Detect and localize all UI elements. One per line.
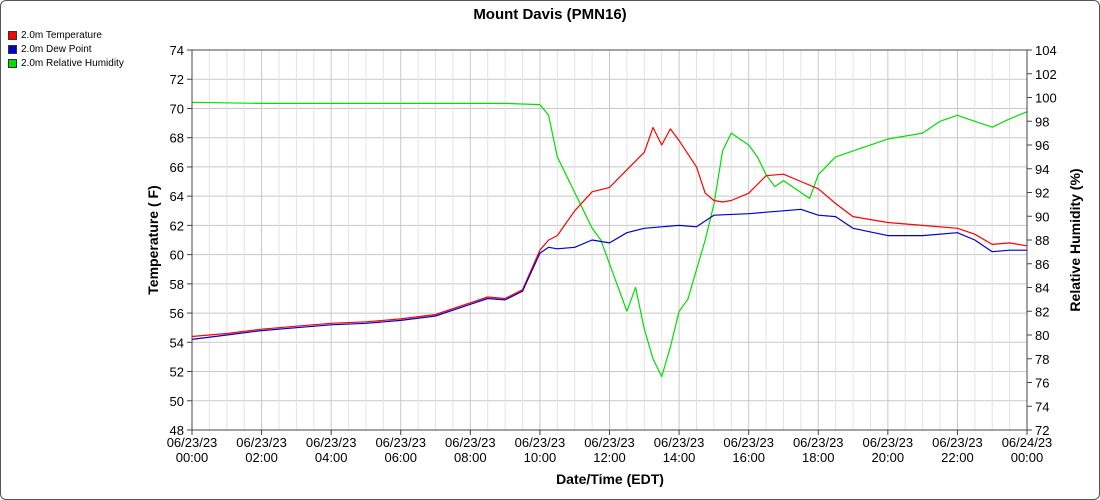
y-tick-label: 54: [170, 335, 184, 350]
x-tick-label: 06/23/23 12:00: [584, 435, 635, 465]
y-tick-label: 62: [170, 218, 184, 233]
y-tick-label: 56: [170, 306, 184, 321]
y2-tick-label: 86: [1035, 257, 1049, 272]
y2-tick-label: 78: [1035, 352, 1049, 367]
y2-tick-label: 98: [1035, 114, 1049, 129]
y2-tick-label: 72: [1035, 423, 1049, 438]
x-tick-label: 06/23/23 10:00: [515, 435, 566, 465]
y2-tick-label: 76: [1035, 376, 1049, 391]
y-tick-label: 50: [170, 394, 184, 409]
left-axis-ticks: 48 50 52 54 56 58 60 62 64 66 68 70 72 74: [170, 43, 192, 438]
legend-label-dew-point: 2.0m Dew Point: [21, 43, 92, 55]
right-axis-title: Relative Humidity (%): [1067, 168, 1083, 311]
y2-tick-label: 104: [1035, 43, 1057, 58]
x-axis-ticks: 06/23/23 00:00 06/23/23 02:00 06/23/23 04:00 0…: [167, 430, 1053, 465]
x-tick-label: 06/23/23 18:00: [793, 435, 844, 465]
legend-swatch-relative-humidity: [8, 58, 17, 68]
x-tick-label: 06/23/23 20:00: [863, 435, 914, 465]
y-tick-label: 74: [170, 43, 184, 58]
grid-lines: [191, 49, 1028, 431]
y-tick-label: 66: [170, 160, 184, 175]
x-tick-label: 06/23/23 00:00: [167, 435, 218, 465]
y-tick-label: 58: [170, 277, 184, 292]
y-tick-label: 60: [170, 248, 184, 263]
legend-label-temperature: 2.0m Temperature: [21, 29, 102, 41]
legend-item-dew-point: 2.0m Dew Point: [8, 42, 124, 56]
x-tick-label: 06/23/23 08:00: [445, 435, 496, 465]
y2-tick-label: 82: [1035, 304, 1049, 319]
legend-swatch-temperature: [8, 30, 17, 40]
y2-tick-label: 100: [1035, 91, 1057, 106]
y-tick-label: 52: [170, 365, 184, 380]
x-axis-title: Date/Time (EDT): [556, 471, 664, 487]
y2-tick-label: 92: [1035, 186, 1049, 201]
legend-swatch-dew-point: [8, 44, 17, 54]
series-line-2-0m-relative-humidity: [191, 101, 1028, 378]
y2-tick-label: 74: [1035, 399, 1049, 414]
y2-tick-label: 84: [1035, 281, 1049, 296]
left-axis-title: Temperature ( F): [145, 185, 161, 294]
y2-tick-label: 90: [1035, 209, 1049, 224]
right-axis-ticks: 72 74 76 78 80 82 84 86 88 90 92 94 96 98 100 102 104: [1027, 43, 1057, 438]
x-tick-label: 06/24/23 00:00: [1002, 435, 1053, 465]
y-tick-label: 70: [170, 101, 184, 116]
legend-label-relative-humidity: 2.0m Relative Humidity: [21, 57, 124, 69]
y2-tick-label: 94: [1035, 162, 1049, 177]
y2-tick-label: 102: [1035, 67, 1057, 82]
x-tick-label: 06/23/23 04:00: [306, 435, 357, 465]
x-tick-label: 06/23/23 14:00: [654, 435, 705, 465]
series-line-2-0m-dew-point: [191, 208, 1027, 340]
y2-tick-label: 88: [1035, 233, 1049, 248]
x-tick-label: 06/23/23 22:00: [932, 435, 983, 465]
y-tick-label: 68: [170, 131, 184, 146]
chart-legend: 2.0m Temperature 2.0m Dew Point 2.0m Rel…: [8, 28, 124, 70]
y-tick-label: 72: [170, 72, 184, 87]
x-tick-label: 06/23/23 16:00: [723, 435, 774, 465]
series-line-2-0m-temperature: [191, 126, 1028, 338]
series-lines: [191, 101, 1028, 378]
x-tick-label: 06/23/23 02:00: [236, 435, 287, 465]
y2-tick-label: 80: [1035, 328, 1049, 343]
chart-title: Mount Davis (PMN16): [473, 6, 626, 23]
legend-item-temperature: 2.0m Temperature: [8, 28, 124, 42]
y2-tick-label: 96: [1035, 138, 1049, 153]
x-tick-label: 06/23/23 06:00: [375, 435, 426, 465]
y-tick-label: 64: [170, 189, 184, 204]
legend-item-relative-humidity: 2.0m Relative Humidity: [8, 56, 124, 70]
y-tick-label: 48: [170, 423, 184, 438]
